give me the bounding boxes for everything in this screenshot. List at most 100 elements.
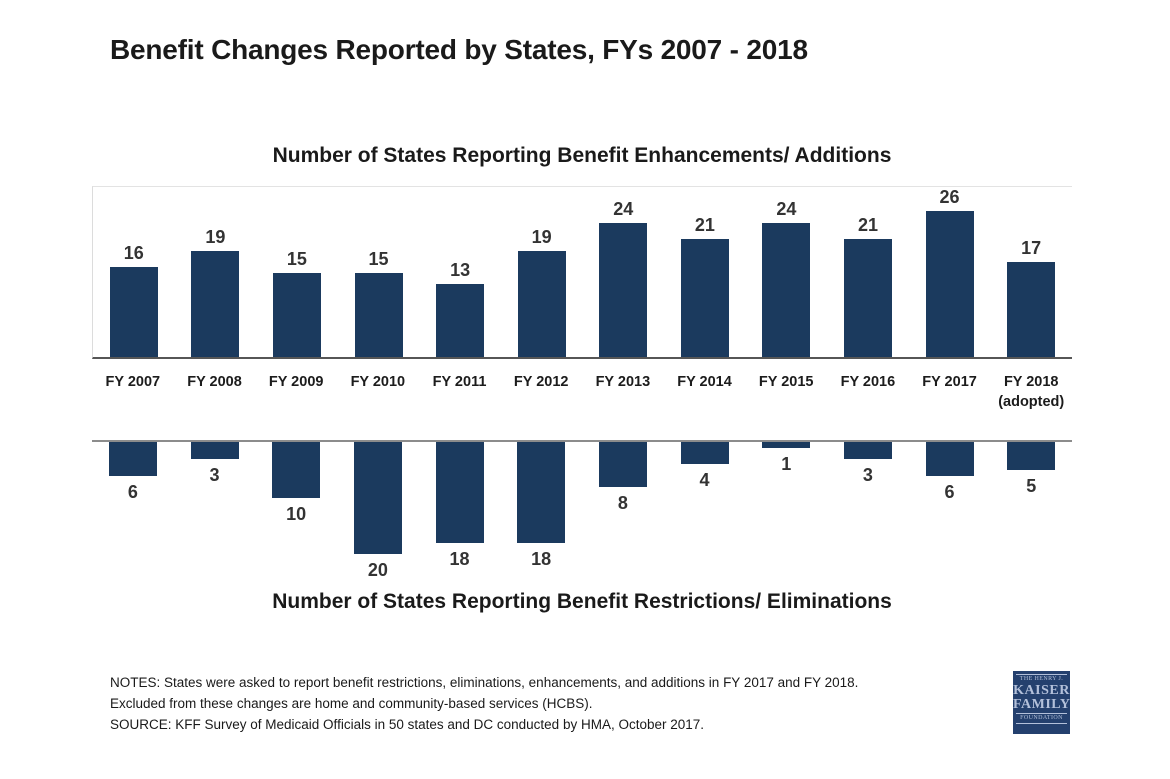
bar-value-label: 13 (450, 260, 471, 280)
x-axis-label: FY 2014 (664, 372, 746, 440)
chart-column-upper: 26 (909, 187, 991, 357)
chart-column-upper: 15 (338, 187, 420, 357)
x-axis-label-text: FY 2015 (758, 374, 814, 390)
bar-value-label: 20 (367, 560, 388, 580)
x-axis-label-text: FY 2010 (350, 374, 406, 390)
bar-value-label: 15 (286, 249, 307, 269)
x-axis-label-text: FY 2011 (432, 374, 487, 390)
chart-column-lower: 5 (990, 442, 1072, 590)
lower-plot-area: 6 3 10 20 18 18 8 4 1 3 6 5 (92, 440, 1072, 590)
enhancement-bar (436, 284, 485, 357)
chart-column-lower: 8 (582, 442, 664, 590)
x-axis-label-text: FY 2018 (1003, 374, 1059, 390)
x-axis-label-text: FY 2009 (268, 374, 324, 390)
notes-block: NOTES: States were asked to report benef… (110, 673, 990, 736)
bar-value-label: 15 (368, 249, 389, 269)
enhancement-bar (354, 273, 403, 357)
chart-column-upper: 15 (256, 187, 338, 357)
x-axis-label: FY 2009 (255, 372, 337, 440)
bar-value-label: 8 (617, 493, 628, 513)
enhancement-bar (191, 251, 240, 357)
enhancement-bar (272, 273, 321, 357)
x-axis-label: FY 2008 (174, 372, 256, 440)
restriction-bar (843, 442, 892, 459)
restriction-bar (190, 442, 239, 459)
bar-value-label: 26 (939, 187, 960, 207)
restriction-bar (680, 442, 729, 464)
chart-column-upper: 19 (175, 187, 257, 357)
x-axis-label-text: FY 2008 (187, 374, 242, 390)
kff-logo: THE HENRY J. KAISER FAMILY FOUNDATION (1013, 671, 1070, 734)
bar-value-label: 18 (531, 549, 552, 569)
restriction-bar (353, 442, 402, 554)
restriction-bar (925, 442, 974, 476)
x-axis-label-text: FY 2016 (840, 374, 896, 390)
x-axis-label-text: FY 2007 (105, 374, 161, 390)
enhancement-bar (517, 251, 566, 357)
enhancement-bar (599, 223, 648, 357)
chart-column-lower: 4 (664, 442, 746, 590)
enhancement-bar (843, 239, 892, 357)
chart-column-upper: 17 (990, 187, 1072, 357)
source-line: SOURCE: KFF Survey of Medicaid Officials… (110, 716, 705, 732)
notes-line: Excluded from these changes are home and… (110, 695, 593, 711)
upper-plot-area: 16 19 15 15 13 19 24 21 24 21 26 17 (92, 186, 1072, 359)
enhancement-bar (1007, 262, 1056, 357)
x-axis-label-text: FY 2012 (513, 374, 569, 390)
enhancement-bar (680, 239, 729, 357)
restriction-bar (272, 442, 321, 498)
x-axis-label: FY 2010 (337, 372, 419, 440)
bar-value-label: 18 (449, 549, 470, 569)
x-axis-label: FY 2015 (745, 372, 827, 440)
x-axis-label-note: (adopted) (998, 394, 1065, 411)
bar-value-label: 1 (781, 454, 792, 474)
bar-value-label: 3 (862, 465, 873, 485)
enhancement-bar (762, 223, 811, 357)
bar-value-label: 4 (699, 470, 710, 490)
chart-column-lower: 18 (419, 442, 501, 590)
x-axis-label: FY 2017 (909, 372, 991, 440)
chart-column-lower: 10 (255, 442, 337, 590)
x-axis-label: FY 2016 (827, 372, 909, 440)
chart-column-lower: 6 (909, 442, 991, 590)
chart-column-upper: 24 (746, 187, 828, 357)
x-axis-label-text: FY 2017 (922, 374, 977, 390)
chart-column-lower: 3 (827, 442, 909, 590)
bar-value-label: 24 (613, 199, 634, 219)
chart-column-lower: 20 (337, 442, 419, 590)
x-axis-label: FY 2013 (582, 372, 664, 440)
bar-value-label: 19 (205, 227, 226, 247)
chart-column-lower: 3 (174, 442, 256, 590)
x-axis-label: FY 2012 (500, 372, 582, 440)
bar-value-label: 21 (857, 215, 878, 235)
bar-chart: 16 19 15 15 13 19 24 21 24 21 26 17 FY 2007 FY 2008 F… (92, 186, 1072, 590)
chart-column-upper: 13 (419, 187, 501, 357)
restriction-bar (435, 442, 484, 543)
restriction-bar (598, 442, 647, 487)
lower-chart-title: Number of States Reporting Benefit Restr… (272, 590, 892, 613)
chart-column-lower: 6 (92, 442, 174, 590)
upper-chart-title: Number of States Reporting Benefit Enhan… (272, 144, 892, 167)
x-axis-label-text: FY 2013 (595, 374, 651, 390)
notes-line: NOTES: States were asked to report benef… (110, 675, 859, 690)
x-axis-row: FY 2007 FY 2008 FY 2009 FY 2010 FY 2011 FY 20… (92, 359, 1072, 440)
x-axis-label: FY 2018 (adopted) (990, 372, 1072, 440)
chart-column-lower: 1 (745, 442, 827, 590)
restriction-bar (108, 442, 157, 476)
bar-value-label: 3 (209, 465, 220, 485)
restriction-bar (517, 442, 566, 543)
chart-column-upper: 21 (827, 187, 909, 357)
bar-value-label: 6 (127, 482, 138, 502)
bar-value-label: 17 (1021, 238, 1042, 258)
chart-column-lower: 18 (500, 442, 582, 590)
chart-column-upper: 19 (501, 187, 583, 357)
bar-value-label: 6 (944, 482, 955, 502)
x-axis-label: FY 2007 (92, 372, 174, 440)
logo-text-family: FAMILY (1013, 696, 1071, 712)
bar-value-label: 5 (1026, 476, 1037, 496)
restriction-bar (1007, 442, 1056, 470)
bar-value-label: 10 (286, 504, 307, 524)
logo-text-kaiser: KAISER (1013, 682, 1070, 698)
bar-value-label: 24 (776, 199, 797, 219)
bar-value-label: 16 (123, 243, 144, 263)
